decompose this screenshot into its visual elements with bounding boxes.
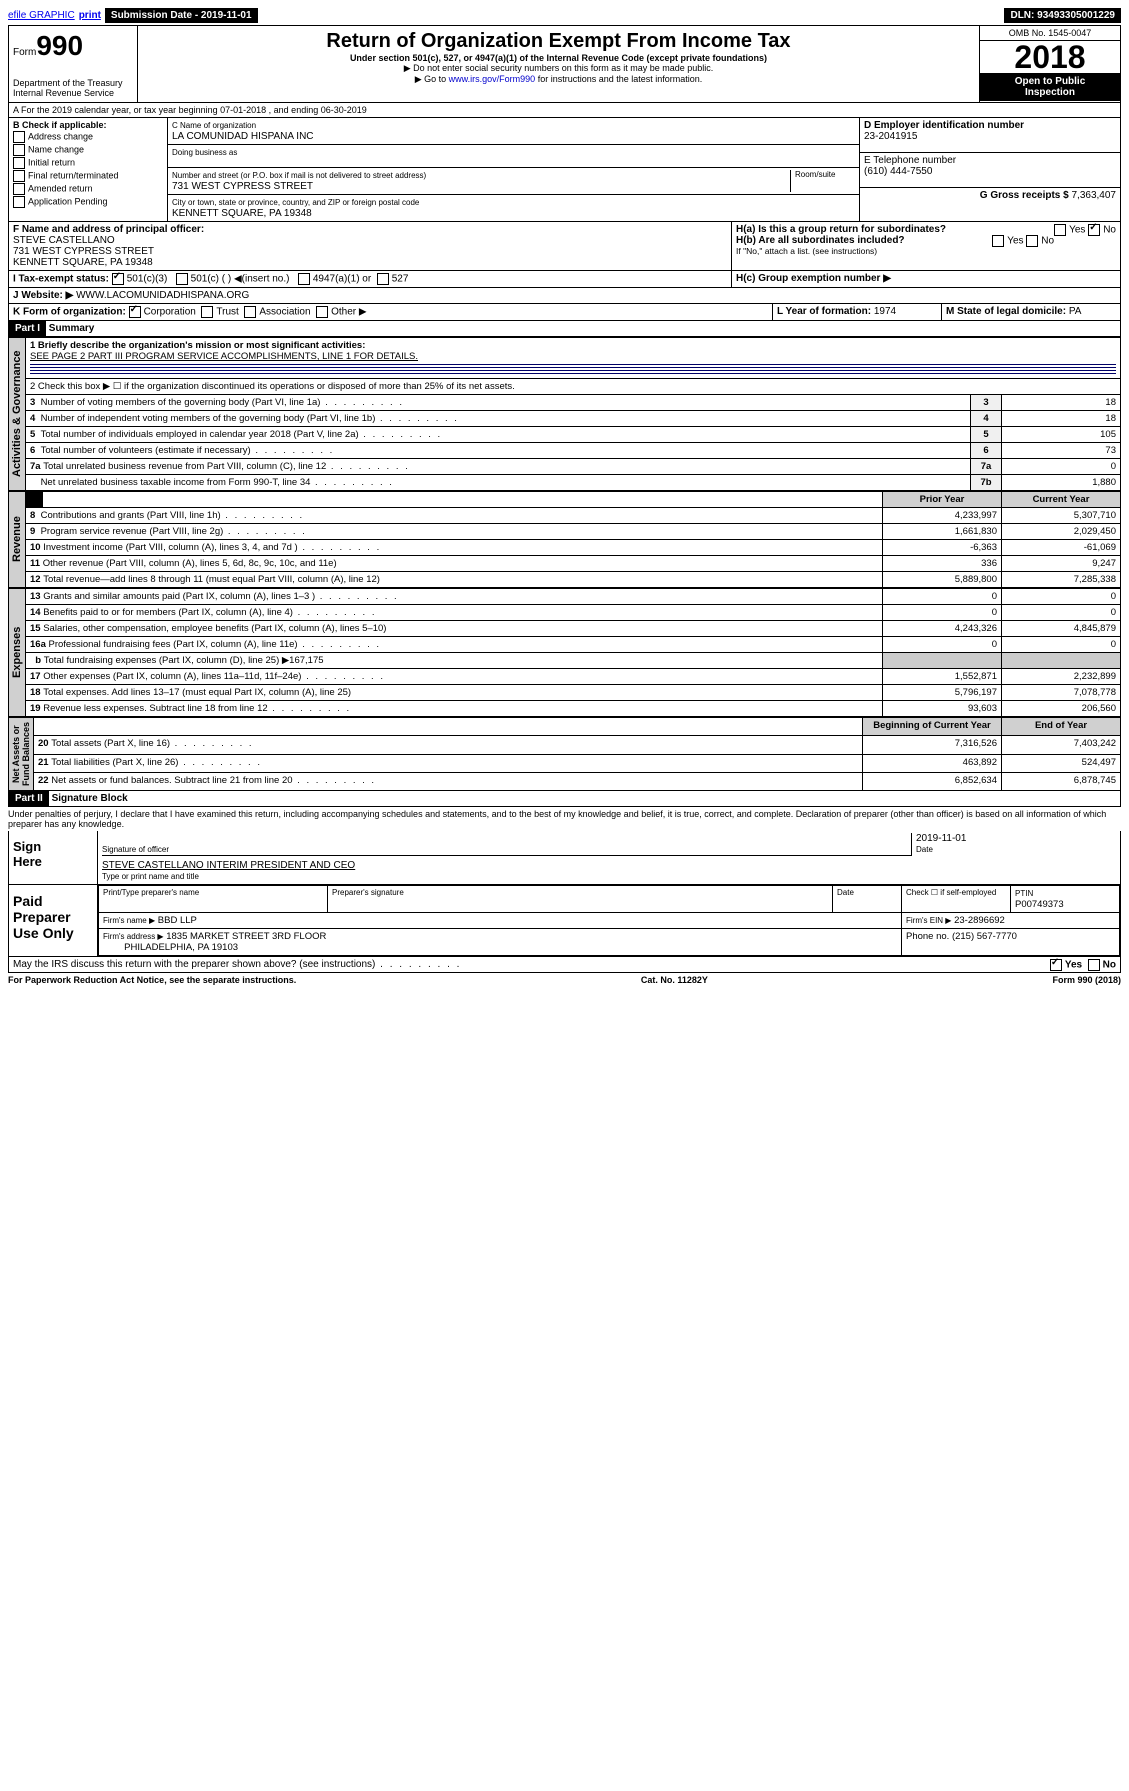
box-i: I Tax-exempt status: 501(c)(3) 501(c) ( … (9, 271, 732, 287)
vtab-expenses: Expenses (8, 588, 26, 717)
table-row: 8 Contributions and grants (Part VIII, l… (26, 508, 1121, 524)
netassets-section: Net Assets or Fund Balances Beginning of… (8, 717, 1121, 791)
discuss-question: May the IRS discuss this return with the… (9, 957, 1120, 972)
org-name: LA COMUNIDAD HISPANA INC (172, 131, 314, 142)
top-bar: efile GRAPHIC print Submission Date - 20… (8, 8, 1121, 23)
table-row: Net unrelated business taxable income fr… (26, 475, 1121, 491)
box-klm: K Form of organization: Corporation Trus… (8, 304, 1121, 321)
gross-receipts: 7,363,407 (1072, 190, 1117, 201)
dept-treasury: Department of the Treasury Internal Reve… (13, 78, 133, 98)
box-b: B Check if applicable: Address change Na… (9, 118, 168, 221)
table-row: b Total fundraising expenses (Part IX, c… (26, 653, 1121, 669)
boxes-bcdefg: B Check if applicable: Address change Na… (8, 118, 1121, 222)
table-row: 9 Program service revenue (Part VIII, li… (26, 524, 1121, 540)
irs-link[interactable]: www.irs.gov/Form990 (449, 74, 536, 84)
phone: (610) 444-7550 (864, 166, 932, 177)
box-j: J Website: ▶ WWW.LACOMUNIDADHISPANA.ORG (8, 288, 1121, 304)
form-number: 990 (36, 30, 83, 61)
boxes-fh: F Name and address of principal officer:… (8, 222, 1121, 271)
submission-date: Submission Date - 2019-11-01 (105, 8, 258, 23)
table-row: 15 Salaries, other compensation, employe… (26, 621, 1121, 637)
box-i-hc: I Tax-exempt status: 501(c)(3) 501(c) ( … (8, 271, 1121, 288)
efile-link[interactable]: efile GRAPHIC (8, 10, 75, 21)
table-row: 10 Investment income (Part VIII, column … (26, 540, 1121, 556)
vtab-netassets: Net Assets or Fund Balances (8, 717, 34, 791)
part2-header: Part II Signature Block (8, 791, 1121, 807)
table-row: 7a Total unrelated business revenue from… (26, 459, 1121, 475)
table-row: 14 Benefits paid to or for members (Part… (26, 605, 1121, 621)
table-row: 21 Total liabilities (Part X, line 26)46… (34, 754, 1121, 772)
officer-name: STEVE CASTELLANO INTERIM PRESIDENT AND C… (102, 860, 355, 871)
dln: DLN: 93493305001229 (1004, 8, 1121, 23)
table-row: 16a Professional fundraising fees (Part … (26, 637, 1121, 653)
box-k: K Form of organization: Corporation Trus… (9, 304, 773, 320)
ptin: P00749373 (1015, 899, 1064, 910)
section-a: A For the 2019 calendar year, or tax yea… (8, 103, 1121, 118)
form-label: Form (13, 47, 36, 58)
table-row: 3 Number of voting members of the govern… (26, 395, 1121, 411)
table-row: 12 Total revenue—add lines 8 through 11 … (26, 572, 1121, 588)
perjury-statement: Under penalties of perjury, I declare th… (8, 807, 1121, 831)
governance-section: Activities & Governance 1 Briefly descri… (8, 337, 1121, 491)
table-row: 19 Revenue less expenses. Subtract line … (26, 701, 1121, 717)
box-deg: D Employer identification number23-20419… (860, 118, 1120, 221)
table-row: 20 Total assets (Part X, line 16)7,316,5… (34, 736, 1121, 754)
form-header: Form990 Department of the Treasury Inter… (8, 25, 1121, 103)
box-hc: H(c) Group exemption number ▶ (732, 271, 1120, 287)
revenue-section: Revenue bPrior YearCurrent Year 8 Contri… (8, 491, 1121, 588)
vtab-governance: Activities & Governance (8, 337, 26, 491)
print-link[interactable]: print (79, 10, 101, 21)
paid-preparer-label: Paid Preparer Use Only (9, 885, 98, 956)
form-subtitle: Under section 501(c), 527, or 4947(a)(1)… (142, 53, 975, 63)
table-row: 22 Net assets or fund balances. Subtract… (34, 772, 1121, 790)
table-row: 4 Number of independent voting members o… (26, 411, 1121, 427)
note-ssn: ▶ Do not enter social security numbers o… (142, 63, 975, 74)
org-address: 731 WEST CYPRESS STREET (172, 181, 313, 192)
signature-block: Sign Here Signature of officer2019-11-01… (8, 831, 1121, 973)
note-goto: ▶ Go to www.irs.gov/Form990 for instruct… (142, 74, 975, 85)
table-row: 5 Total number of individuals employed i… (26, 427, 1121, 443)
expenses-section: Expenses 13 Grants and similar amounts p… (8, 588, 1121, 717)
box-m: M State of legal domicile: PA (942, 304, 1120, 320)
box-h: H(a) Is this a group return for subordin… (732, 222, 1120, 270)
box-l: L Year of formation: 1974 (773, 304, 942, 320)
sign-here-label: Sign Here (9, 831, 98, 884)
open-public: Open to Public Inspection (980, 73, 1120, 101)
mission-text: SEE PAGE 2 PART III PROGRAM SERVICE ACCO… (30, 351, 418, 362)
table-row: 6 Total number of volunteers (estimate i… (26, 443, 1121, 459)
box-f: F Name and address of principal officer:… (9, 222, 732, 270)
firm-phone: Phone no. (215) 567-7770 (902, 929, 1120, 956)
form-title: Return of Organization Exempt From Incom… (142, 30, 975, 53)
table-row: 17 Other expenses (Part IX, column (A), … (26, 669, 1121, 685)
page-footer: For Paperwork Reduction Act Notice, see … (8, 975, 1121, 985)
table-row: 11 Other revenue (Part VIII, column (A),… (26, 556, 1121, 572)
org-city: KENNETT SQUARE, PA 19348 (172, 208, 312, 219)
firm-ein: 23-2896692 (954, 915, 1005, 926)
vtab-revenue: Revenue (8, 491, 26, 588)
ein: 23-2041915 (864, 131, 917, 142)
box-c: C Name of organizationLA COMUNIDAD HISPA… (168, 118, 860, 221)
tax-year: 2018 (980, 41, 1120, 73)
table-row: 18 Total expenses. Add lines 13–17 (must… (26, 685, 1121, 701)
part1-header: Part I Summary (8, 321, 1121, 337)
firm-name: BBD LLP (158, 915, 197, 926)
table-row: 13 Grants and similar amounts paid (Part… (26, 589, 1121, 605)
website: WWW.LACOMUNIDADHISPANA.ORG (76, 290, 249, 301)
